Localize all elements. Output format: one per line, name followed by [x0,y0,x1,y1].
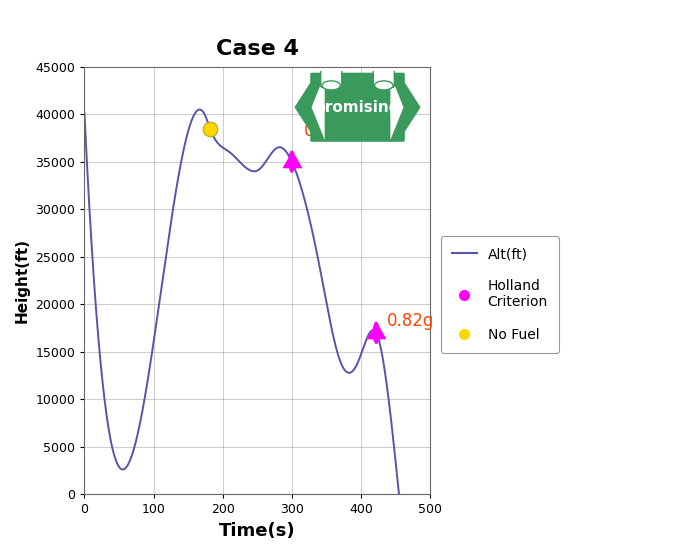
FancyBboxPatch shape [321,56,341,87]
Ellipse shape [322,54,341,63]
Ellipse shape [375,54,393,63]
Polygon shape [390,74,403,140]
Ellipse shape [373,322,379,343]
Y-axis label: Height(ft): Height(ft) [15,238,30,323]
FancyBboxPatch shape [373,56,394,87]
Text: 0.82g: 0.82g [387,312,434,330]
Point [371,329,382,337]
FancyBboxPatch shape [310,73,405,142]
Text: promising: promising [315,100,400,115]
Polygon shape [312,74,325,140]
Text: 0.45g: 0.45g [304,122,352,140]
Polygon shape [400,74,421,140]
Ellipse shape [322,81,341,90]
Title: Case 4: Case 4 [216,39,298,59]
Polygon shape [294,74,316,140]
Point [287,157,298,166]
Ellipse shape [375,81,393,90]
Point [205,125,216,134]
X-axis label: Time(s): Time(s) [219,522,296,540]
Ellipse shape [289,151,295,172]
Legend: Alt(ft), Holland
Criterion, No Fuel: Alt(ft), Holland Criterion, No Fuel [441,236,559,352]
